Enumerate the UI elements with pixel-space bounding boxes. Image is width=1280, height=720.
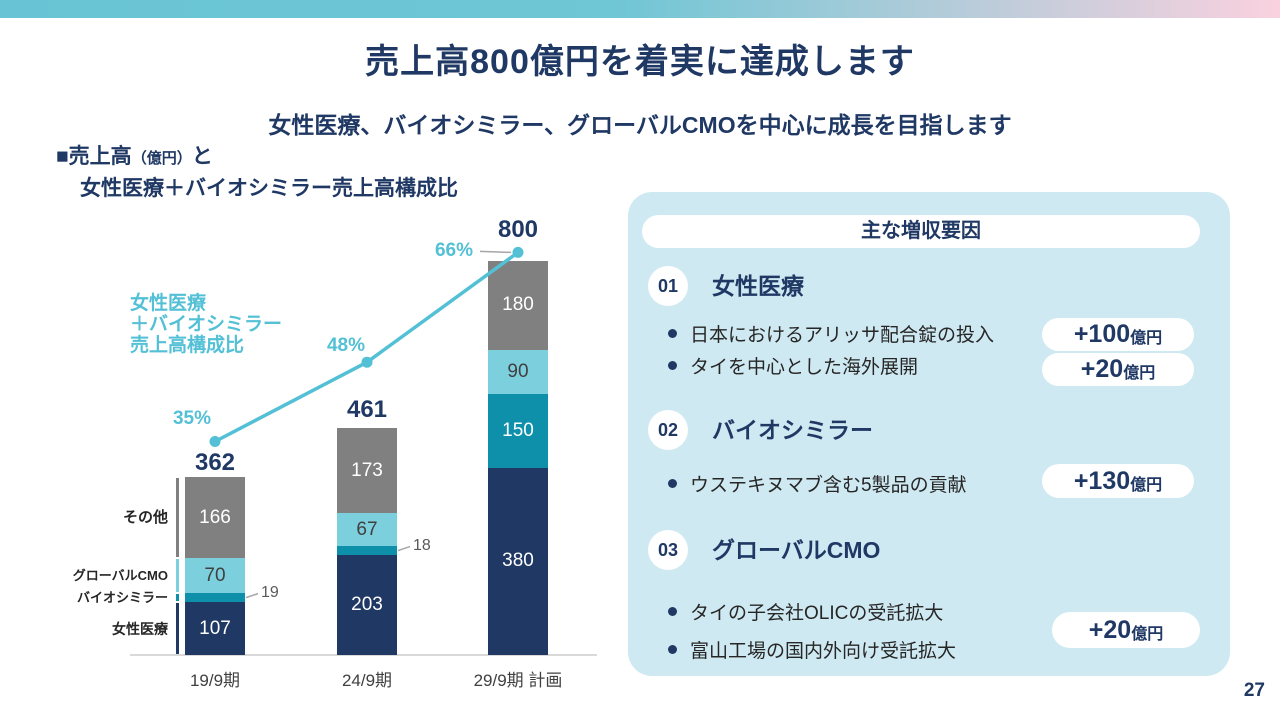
bar-total-label: 461 [346, 395, 388, 423]
legend-key-line [176, 593, 179, 602]
ratio-line-dot [209, 436, 221, 447]
callout-value-label: 18 [413, 536, 431, 554]
ratio-line-dot [361, 356, 373, 368]
segment-value-label: 203 [351, 594, 383, 615]
connector-line [397, 545, 411, 552]
bar-segment: 203 [337, 555, 397, 655]
chart-heading: ■売上高（億円）と 女性医療＋バイオシミラー売上高構成比 [56, 142, 458, 204]
segment-value-label: 166 [199, 506, 231, 528]
section-number-02: 02 [648, 410, 688, 450]
bar-segment: 67 [337, 513, 397, 547]
legend-key-line [176, 603, 179, 654]
segment-value-label: 380 [502, 550, 534, 572]
bullet-item: 富山工場の国内外向け受託拡大 [668, 636, 956, 662]
bar-segment: 380 [488, 467, 548, 655]
legend-key-line [176, 477, 179, 558]
section-title-03: グローバルCMO [712, 537, 881, 563]
bar-segment [185, 592, 245, 603]
section-number-01: 01 [648, 266, 688, 306]
ratio-percent-label: 35% [172, 408, 212, 429]
section-number-03: 03 [648, 530, 688, 570]
bullet-text: 富山工場の国内外向け受託拡大 [690, 640, 957, 662]
bar-segment: 107 [185, 602, 245, 655]
segment-value-label: 173 [351, 459, 383, 481]
revenue-factors-panel: 主な増収要因 01 女性医療 日本におけるアリッサ配合錠の投入 タイを中心とした… [628, 192, 1230, 676]
x-tick-label: 24/9期 [341, 671, 393, 690]
bar-segment [337, 546, 397, 556]
bar-segment: 150 [488, 393, 548, 468]
amount-badge: +130 億円 [1042, 464, 1194, 498]
bar-segment: 166 [185, 476, 245, 559]
ratio-line-dot [512, 246, 524, 258]
bullet-icon [668, 606, 677, 616]
section-title-01: 女性医療 [712, 273, 804, 299]
amount-badge: +20 億円 [1052, 612, 1200, 648]
panel-header-pill: 主な増収要因 [642, 215, 1200, 248]
connector-line [245, 592, 259, 599]
chart-heading-line2: 女性医療＋バイオシミラー売上高構成比 [80, 177, 458, 200]
segment-value-label: 67 [356, 518, 378, 540]
bullet-text: タイを中心とした海外展開 [690, 356, 919, 378]
segment-value-label: 150 [502, 419, 534, 441]
legend-series-label: グローバルCMO [72, 567, 168, 583]
chart-heading-unit: （億円） [131, 150, 192, 167]
ratio-percent-label: 48% [326, 335, 366, 356]
bar-segment: 180 [488, 261, 548, 350]
amount-badge: +20 億円 [1042, 353, 1194, 386]
segment-value-label: 90 [507, 360, 529, 382]
bullet-icon [668, 328, 677, 338]
bullet-text: ウステキヌマブ含む5製品の貢献 [690, 474, 967, 496]
bullet-item: ウステキヌマブ含む5製品の貢献 [668, 470, 967, 496]
bullet-icon [668, 644, 677, 654]
top-gradient-bar [0, 0, 1280, 18]
bullet-item: 日本におけるアリッサ配合錠の投入 [668, 320, 994, 346]
slide-subtitle: 女性医療、バイオシミラー、グローバルCMOを中心に成長を目指します [268, 112, 1012, 138]
bar-segment: 90 [488, 349, 548, 394]
bar-segment: 173 [337, 427, 397, 514]
x-axis-line [130, 654, 597, 656]
bullet-text: 日本におけるアリッサ配合錠の投入 [690, 324, 995, 346]
bullet-text: タイの子会社OLICの受託拡大 [690, 602, 944, 624]
legend-key-line [176, 559, 179, 592]
legend-series-label: バイオシミラー [76, 589, 168, 605]
amount-badge: +100 億円 [1042, 318, 1194, 351]
bar-total-label: 362 [194, 448, 236, 476]
slide-title: 売上高800億円を着実に達成します [365, 43, 915, 81]
bar-total-label: 800 [497, 216, 539, 243]
bar-segment: 70 [185, 558, 245, 593]
x-tick-label: 19/9期 [189, 671, 241, 690]
bullet-icon [668, 478, 677, 488]
x-tick-label: 29/9期 計画 [473, 671, 563, 690]
section-title-02: バイオシミラー [712, 417, 873, 443]
segment-value-label: 107 [199, 617, 231, 639]
ratio-percent-label: 66% [434, 240, 474, 261]
legend-series-label: 女性医療 [112, 620, 168, 637]
legend-series-label: その他 [122, 508, 168, 526]
page-number: 27 [1243, 680, 1265, 701]
bullet-icon [668, 360, 677, 370]
callout-value-label: 19 [261, 583, 279, 601]
segment-value-label: 180 [502, 294, 534, 316]
bullet-item: タイを中心とした海外展開 [668, 352, 918, 378]
segment-value-label: 70 [204, 564, 226, 586]
chart-heading-line1: ■売上高（億円）と [56, 145, 213, 168]
bullet-item: タイの子会社OLICの受託拡大 [668, 598, 943, 624]
